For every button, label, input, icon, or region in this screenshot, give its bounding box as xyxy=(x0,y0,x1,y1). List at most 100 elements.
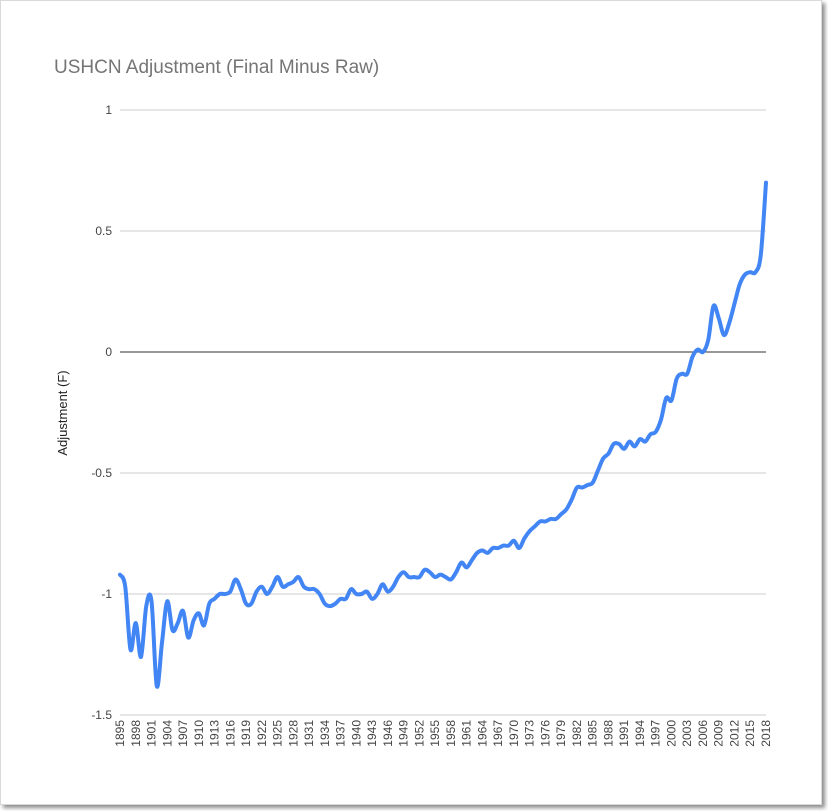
data-point-1919 xyxy=(245,602,248,605)
data-point-1904 xyxy=(166,600,169,603)
data-point-1940 xyxy=(355,593,358,596)
data-point-1998 xyxy=(659,418,662,421)
x-tick-label: 1967 xyxy=(491,720,505,747)
x-tick-label: 1991 xyxy=(617,720,631,747)
data-point-1923 xyxy=(266,593,269,596)
data-point-2009 xyxy=(717,317,720,320)
data-point-1941 xyxy=(360,593,363,596)
data-point-1896 xyxy=(124,585,127,588)
data-point-1916 xyxy=(229,590,232,593)
data-point-1961 xyxy=(465,566,468,569)
data-point-1913 xyxy=(213,597,216,600)
x-tick-label: 1895 xyxy=(113,720,127,747)
x-tick-label: 1982 xyxy=(570,720,584,747)
data-point-1926 xyxy=(281,585,284,588)
x-tick-label: 1928 xyxy=(286,720,300,747)
y-axis-label: Adjustment (F) xyxy=(55,370,70,455)
data-point-1900 xyxy=(145,605,148,608)
data-point-2012 xyxy=(733,302,736,305)
data-point-2002 xyxy=(680,372,683,375)
x-tick-label: 1946 xyxy=(381,720,395,747)
data-point-1992 xyxy=(628,440,631,443)
x-tick-label: 2006 xyxy=(696,720,710,747)
x-tick-label: 1898 xyxy=(129,720,143,747)
x-tick-labels: 1895 1898 1901 1904 1907 1910 1913 1916 1919 1922… xyxy=(113,720,773,747)
data-point-1945 xyxy=(381,583,384,586)
data-point-1928 xyxy=(292,580,295,583)
y-tick-label: -1 xyxy=(101,587,112,601)
data-point-1973 xyxy=(528,530,531,533)
y-tick-labels: 1 0.5 0 -0.5 -1 -1.5 xyxy=(91,103,112,722)
data-point-1978 xyxy=(554,517,557,520)
data-point-1972 xyxy=(523,537,526,540)
data-point-1933 xyxy=(318,593,321,596)
data-point-1921 xyxy=(255,590,258,593)
x-tick-label: 1937 xyxy=(334,720,348,747)
data-point-2014 xyxy=(743,273,746,276)
data-point-1981 xyxy=(570,498,573,501)
data-point-1930 xyxy=(302,585,305,588)
data-point-1939 xyxy=(350,588,353,591)
y-tick-label: -1.5 xyxy=(91,708,112,722)
data-point-1920 xyxy=(250,602,253,605)
x-tick-label: 2003 xyxy=(680,720,694,747)
x-tick-label: 1901 xyxy=(145,720,159,747)
data-point-1906 xyxy=(176,622,179,625)
data-point-1905 xyxy=(171,629,174,632)
data-point-1908 xyxy=(187,636,190,639)
data-point-2003 xyxy=(686,372,689,375)
x-tick-label: 1997 xyxy=(649,720,663,747)
data-point-1937 xyxy=(339,597,342,600)
x-tick-label: 1961 xyxy=(460,720,474,747)
data-point-1955 xyxy=(434,576,437,579)
data-point-1997 xyxy=(654,430,657,433)
x-tick-label: 1973 xyxy=(523,720,537,747)
data-point-1938 xyxy=(344,597,347,600)
data-point-1895 xyxy=(119,573,122,576)
data-point-1912 xyxy=(208,602,211,605)
data-point-1963 xyxy=(476,551,479,554)
x-tick-label: 1925 xyxy=(271,720,285,747)
data-point-1991 xyxy=(623,447,626,450)
data-point-2006 xyxy=(701,351,704,354)
data-point-1976 xyxy=(544,520,547,523)
data-point-1984 xyxy=(586,484,589,487)
data-point-2001 xyxy=(675,377,678,380)
y-tick-label: -0.5 xyxy=(91,466,112,480)
data-point-1988 xyxy=(607,452,610,455)
data-point-1922 xyxy=(260,585,263,588)
data-point-1987 xyxy=(602,457,605,460)
data-point-2000 xyxy=(670,399,673,402)
y-tick-label: 1 xyxy=(105,103,112,117)
data-point-1950 xyxy=(407,576,410,579)
data-point-1969 xyxy=(507,544,510,547)
x-tick-label: 1913 xyxy=(208,720,222,747)
data-point-1967 xyxy=(497,547,500,550)
data-point-1899 xyxy=(140,655,143,658)
data-point-1989 xyxy=(612,442,615,445)
x-tick-label: 1952 xyxy=(412,720,426,747)
data-point-1903 xyxy=(161,641,164,644)
data-point-1959 xyxy=(455,571,458,574)
data-point-1911 xyxy=(203,624,206,627)
x-tick-label: 1988 xyxy=(601,720,615,747)
series-layer xyxy=(118,180,768,689)
data-point-1994 xyxy=(638,438,641,441)
y-tick-label: 0 xyxy=(105,345,112,359)
chart-title: USHCN Adjustment (Final Minus Raw) xyxy=(54,57,379,78)
data-point-1996 xyxy=(649,433,652,436)
data-point-1949 xyxy=(402,571,405,574)
x-tick-label: 1919 xyxy=(239,720,253,747)
x-tick-label: 1958 xyxy=(444,720,458,747)
data-point-1929 xyxy=(297,576,300,579)
data-point-1898 xyxy=(134,622,137,625)
data-point-1902 xyxy=(155,684,158,687)
data-point-1962 xyxy=(470,559,473,562)
x-tick-label: 1964 xyxy=(475,720,489,747)
data-point-1952 xyxy=(418,576,421,579)
data-point-1934 xyxy=(323,602,326,605)
data-point-1946 xyxy=(386,590,389,593)
data-point-1924 xyxy=(271,585,274,588)
